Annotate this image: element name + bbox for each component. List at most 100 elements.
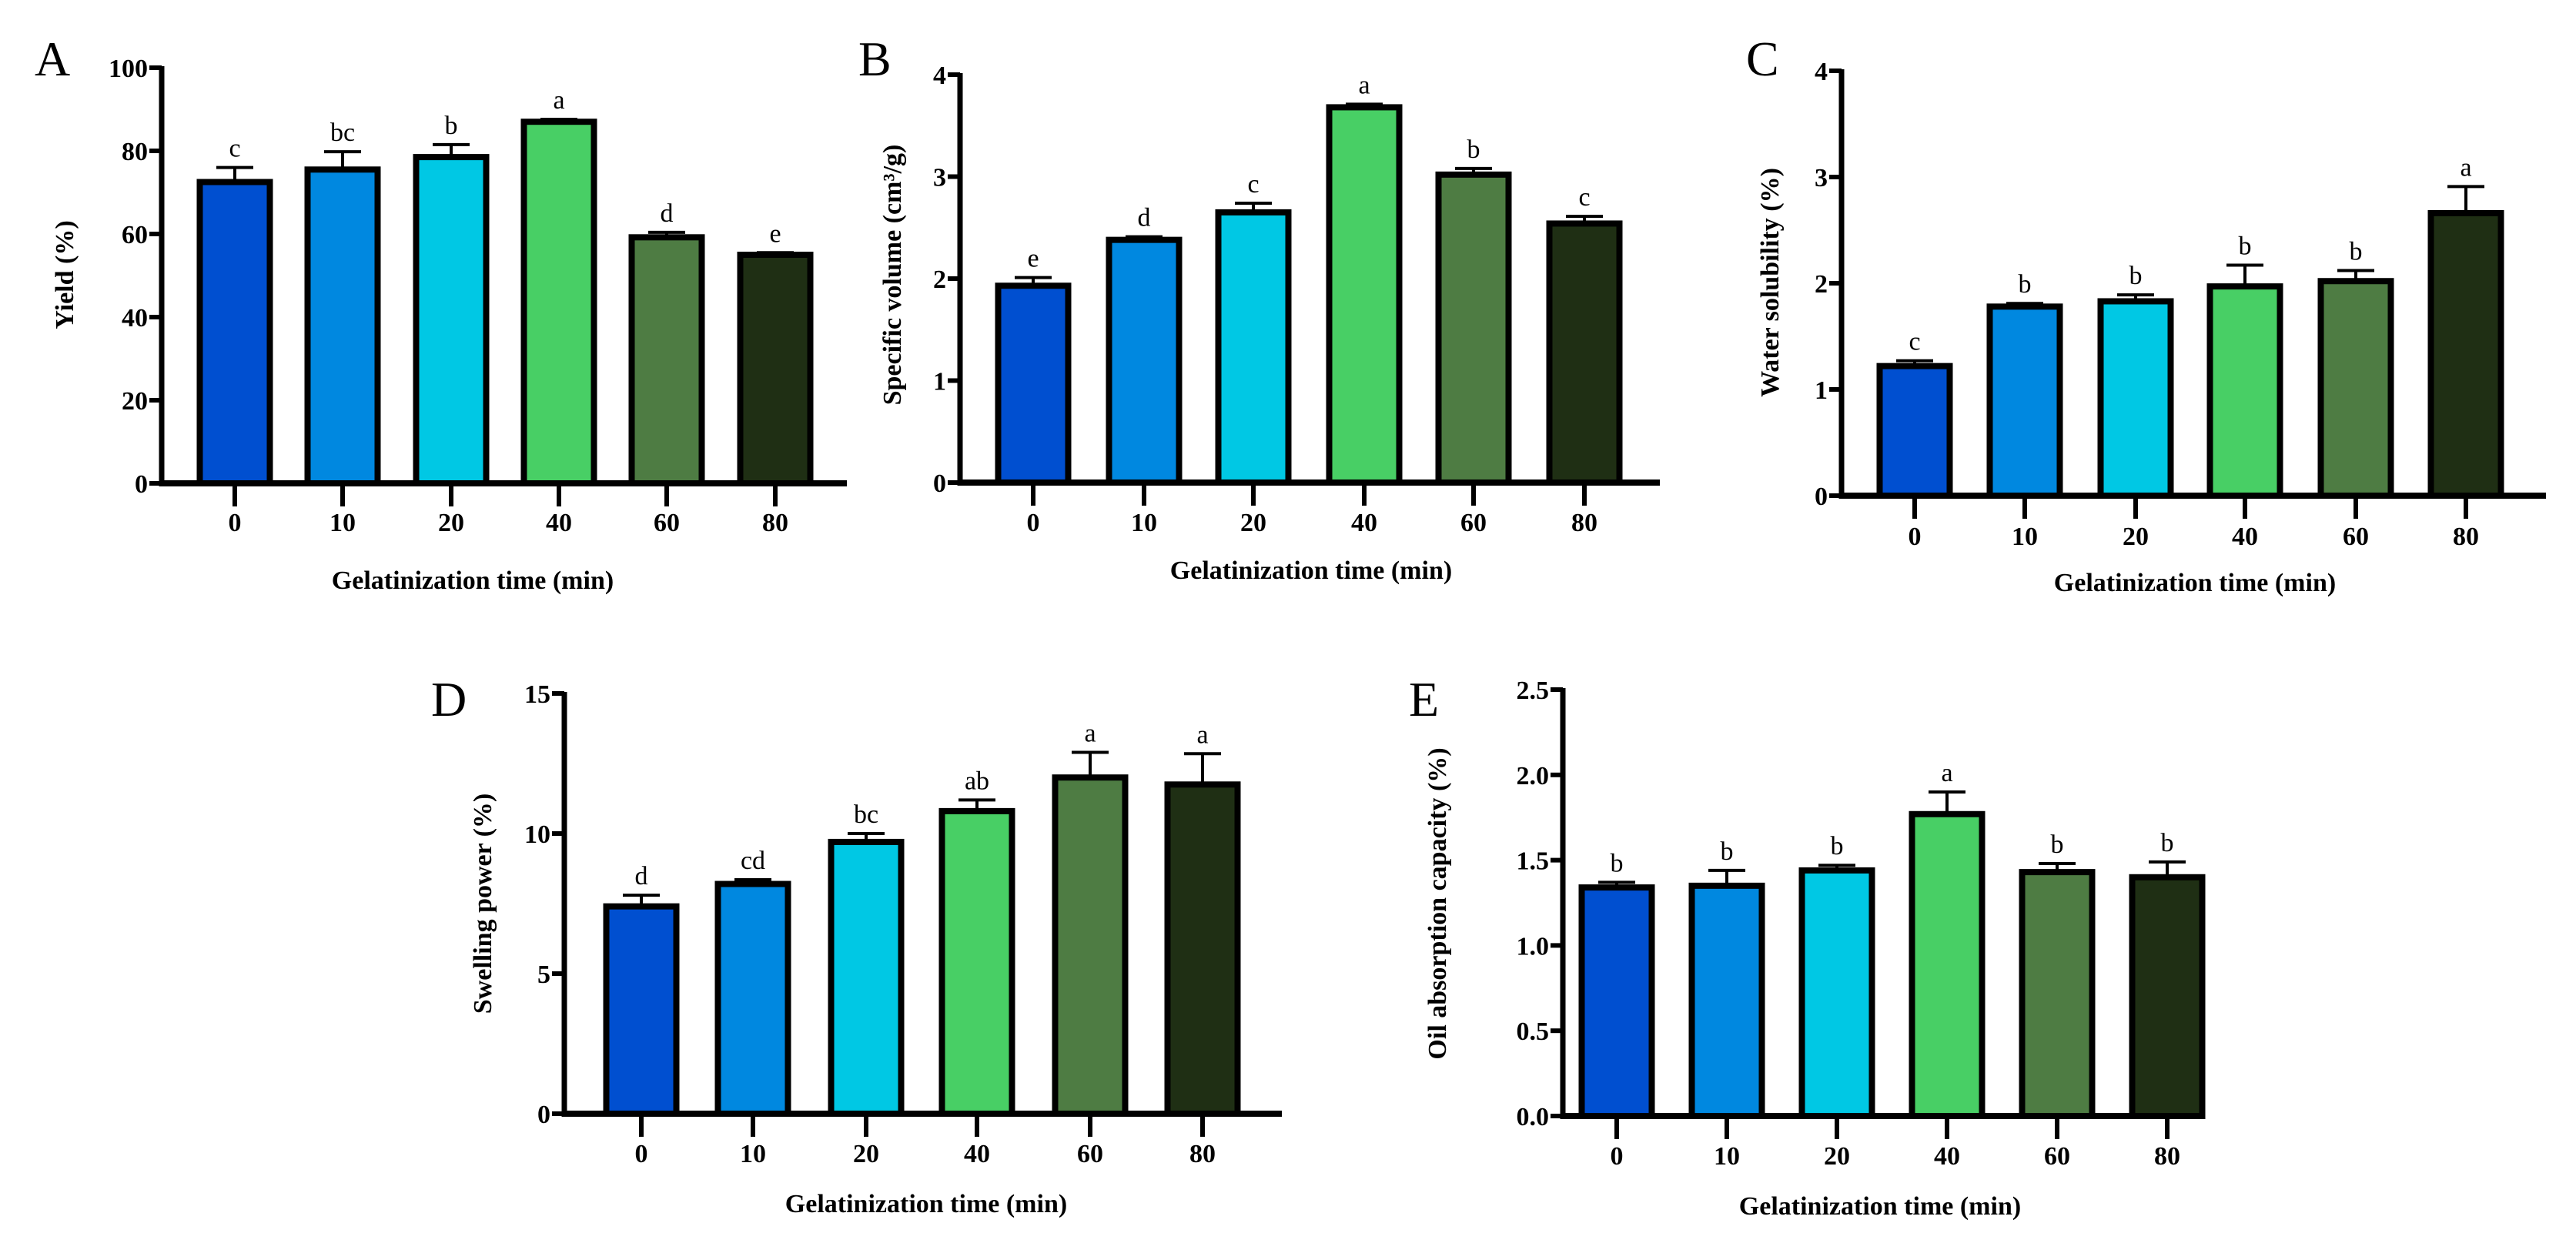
y-tick-label: 0 bbox=[537, 1101, 550, 1129]
significance-letter: b bbox=[2161, 829, 2174, 857]
y-tick-label: 0 bbox=[1815, 483, 1828, 511]
y-tick-label: 20 bbox=[122, 387, 148, 416]
x-tick-label: 80 bbox=[2453, 523, 2479, 551]
y-tick-label: 1.0 bbox=[1517, 932, 1550, 961]
bar bbox=[603, 903, 680, 1117]
bar bbox=[1215, 209, 1292, 486]
x-tick-label: 40 bbox=[1934, 1142, 1960, 1171]
y-axis-label: Specific volume (cm³/g) bbox=[878, 145, 907, 406]
chart-panel-e: b 0 b 10 b 20 a 40 b 60 b 80 0.0 0.5 1.0 1.5 2.0 2.5 Gelat… bbox=[1409, 672, 2206, 1221]
x-tick-label: 10 bbox=[1131, 509, 1157, 537]
y-tick-label: 1 bbox=[1815, 376, 1828, 405]
bar bbox=[1578, 884, 1655, 1120]
significance-letter: cd bbox=[741, 847, 765, 875]
x-axis-label: Gelatinization time (min) bbox=[2054, 569, 2336, 597]
y-tick-label: 10 bbox=[524, 820, 550, 849]
significance-letter: c bbox=[1909, 328, 1920, 356]
bar bbox=[304, 166, 381, 487]
bar bbox=[628, 234, 705, 486]
y-tick-label: 40 bbox=[122, 304, 148, 332]
chart-panel-b: e 0 d 10 c 20 a 40 b 60 c 80 0 1 2 3 4 Gelatinization tim… bbox=[858, 32, 1660, 585]
y-tick-label: 0 bbox=[933, 469, 946, 498]
y-tick-label: 4 bbox=[933, 62, 946, 90]
bar bbox=[995, 282, 1072, 486]
significance-letter: b bbox=[445, 112, 458, 140]
x-tick-label: 0 bbox=[1027, 509, 1040, 537]
x-tick-label: 60 bbox=[2044, 1142, 2070, 1171]
significance-letter: e bbox=[769, 219, 781, 248]
y-tick-label: 3 bbox=[1815, 164, 1828, 192]
y-axis-label: Swelling power (%) bbox=[469, 794, 497, 1014]
y-tick-label: 0 bbox=[135, 470, 148, 499]
significance-letter: bc bbox=[854, 800, 878, 829]
x-tick-label: 60 bbox=[1077, 1140, 1103, 1168]
panel-label: D bbox=[431, 672, 467, 727]
x-tick-label: 40 bbox=[2232, 523, 2258, 551]
significance-letter: b bbox=[2129, 262, 2143, 290]
x-tick-label: 60 bbox=[2343, 523, 2369, 551]
x-axis-label: Gelatinization time (min) bbox=[1739, 1192, 2021, 1221]
bar bbox=[2097, 298, 2174, 499]
bar bbox=[1435, 171, 1512, 486]
significance-letter: b bbox=[1721, 837, 1734, 866]
significance-letter: b bbox=[1611, 849, 1624, 877]
y-tick-label: 4 bbox=[1815, 58, 1828, 86]
significance-letter: a bbox=[553, 86, 564, 115]
significance-letter: e bbox=[1027, 245, 1039, 273]
bar bbox=[1986, 303, 2063, 499]
bar bbox=[1052, 774, 1129, 1117]
significance-letter: b bbox=[2239, 232, 2252, 261]
significance-letter: c bbox=[1247, 170, 1259, 199]
chart-panel-c: c 0 b 10 b 20 b 40 b 60 a 80 0 1 2 3 4 Gelatinization tim… bbox=[1746, 32, 2546, 597]
bar bbox=[413, 154, 490, 486]
bar bbox=[2427, 209, 2504, 499]
y-tick-label: 60 bbox=[122, 221, 148, 249]
panel-label: C bbox=[1746, 32, 1779, 86]
bar bbox=[737, 252, 814, 486]
significance-letter: c bbox=[229, 135, 240, 163]
bar bbox=[1106, 236, 1183, 486]
y-tick-label: 0.0 bbox=[1517, 1103, 1550, 1131]
y-tick-label: 5 bbox=[537, 961, 550, 989]
bar bbox=[714, 880, 791, 1118]
bar bbox=[828, 838, 905, 1118]
y-tick-label: 100 bbox=[109, 55, 148, 83]
bar bbox=[196, 179, 273, 486]
y-axis-label: Yield (%) bbox=[51, 220, 79, 329]
chart-panel-d: d 0 cd 10 bc 20 ab 40 a 60 a 80 0 5 10 15 Gelatinization… bbox=[431, 672, 1282, 1218]
significance-letter: b bbox=[1831, 832, 1844, 860]
x-tick-label: 0 bbox=[635, 1140, 648, 1168]
x-tick-label: 80 bbox=[2154, 1142, 2180, 1171]
x-axis-label: Gelatinization time (min) bbox=[332, 566, 614, 595]
significance-letter: b bbox=[1467, 135, 1480, 164]
y-tick-label: 2 bbox=[933, 266, 946, 294]
y-tick-label: 80 bbox=[122, 138, 148, 166]
bar bbox=[520, 119, 597, 486]
panel-label: A bbox=[35, 32, 70, 86]
chart-panel-a: c 0 bc 10 b 20 a 40 d 60 e 80 0 20 40 60 80 100 Gelatiniza… bbox=[35, 32, 847, 595]
y-axis-label: Water solubility (%) bbox=[1756, 168, 1785, 397]
x-tick-label: 80 bbox=[1189, 1140, 1216, 1168]
x-axis-label: Gelatinization time (min) bbox=[785, 1190, 1067, 1218]
significance-letter: a bbox=[1358, 71, 1370, 99]
significance-letter: d bbox=[661, 199, 674, 228]
y-tick-label: 2 bbox=[1815, 270, 1828, 299]
y-tick-label: 1 bbox=[933, 368, 946, 396]
x-tick-label: 10 bbox=[1714, 1142, 1740, 1171]
significance-letter: c bbox=[1578, 183, 1590, 212]
x-tick-label: 10 bbox=[740, 1140, 766, 1168]
y-axis-label: Oil absorption capacity (%) bbox=[1423, 747, 1452, 1059]
panel-label: E bbox=[1409, 672, 1439, 727]
y-tick-label: 3 bbox=[933, 164, 946, 192]
x-tick-label: 20 bbox=[1240, 509, 1266, 537]
bar bbox=[1546, 220, 1623, 486]
significance-letter: bc bbox=[330, 119, 355, 147]
y-tick-label: 15 bbox=[524, 680, 550, 709]
significance-letter: d bbox=[1138, 204, 1151, 232]
significance-letter: a bbox=[1941, 759, 1952, 787]
significance-letter: b bbox=[2019, 270, 2032, 299]
x-axis-label: Gelatinization time (min) bbox=[1170, 556, 1452, 585]
y-tick-label: 1.5 bbox=[1517, 847, 1550, 876]
x-tick-label: 0 bbox=[229, 509, 242, 537]
